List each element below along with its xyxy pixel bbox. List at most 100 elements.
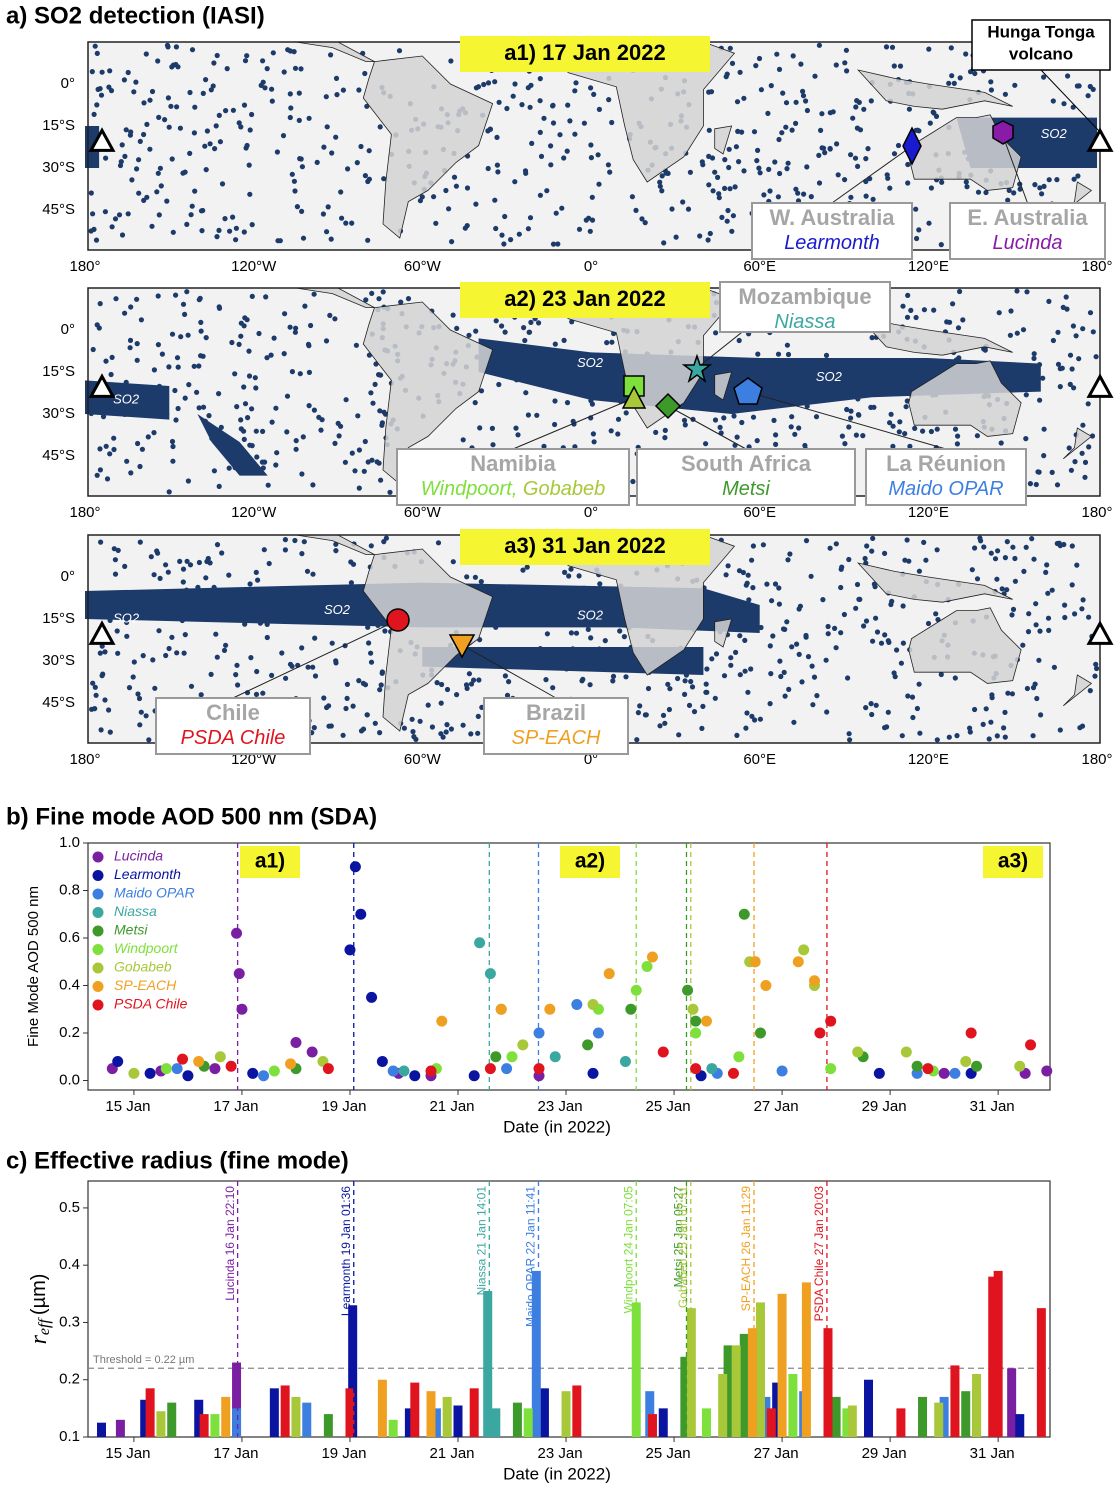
so2-pixel: [555, 241, 561, 247]
data-point: [625, 1003, 637, 1015]
so2-pixel: [264, 66, 270, 72]
so2-pixel: [329, 640, 335, 646]
so2-pixel: [1070, 323, 1076, 329]
land: [714, 618, 733, 648]
bar: [431, 1408, 441, 1437]
so2-pixel: [336, 433, 342, 439]
so2-pixel: [748, 666, 754, 672]
so2-pixel: [112, 571, 119, 577]
so2-pixel: [321, 695, 327, 701]
so2-pixel: [890, 423, 896, 429]
so2-pixel: [233, 672, 239, 678]
so2-pixel: [438, 700, 444, 706]
so2-pixel: [253, 569, 259, 576]
so2-pixel: [557, 132, 563, 138]
data-point: [366, 991, 378, 1003]
so2-pixel: [366, 640, 372, 646]
bar: [761, 1396, 771, 1437]
so2-pixel: [807, 375, 814, 381]
so2-pixel: [310, 482, 316, 488]
bar: [823, 1328, 833, 1437]
so2-pixel: [1025, 629, 1032, 635]
so2-pixel: [300, 235, 307, 241]
so2-pixel: [202, 418, 208, 424]
so2-pixel: [983, 706, 989, 712]
so2-pixel: [460, 437, 466, 443]
so2-pixel: [493, 318, 499, 324]
so2-pixel: [502, 213, 508, 220]
so2-pixel: [1062, 614, 1068, 621]
so2-pixel: [869, 548, 875, 554]
so2-pixel: [343, 595, 350, 602]
so2-pixel: [675, 675, 681, 682]
so2-pixel: [114, 628, 120, 634]
bar: [377, 1379, 387, 1437]
so2-pixel: [905, 180, 911, 186]
so2-pixel: [703, 441, 709, 447]
so2-pixel: [589, 217, 596, 223]
volcano-label: Hunga Tonga: [987, 22, 1095, 41]
so2-pixel: [461, 656, 467, 663]
so2-pixel: [1024, 685, 1030, 692]
data-point: [355, 908, 367, 920]
land: [714, 371, 733, 401]
so2-pixel: [180, 566, 187, 572]
so2-pixel: [274, 149, 280, 155]
so2-pixel: [140, 653, 146, 659]
so2-pixel: [345, 166, 351, 172]
so2-pixel: [581, 585, 587, 591]
so2-pixel: [332, 316, 338, 322]
so2-pixel: [212, 146, 218, 152]
so2-pixel: [166, 489, 172, 495]
so2-pixel: [211, 60, 217, 66]
so2-pixel: [1077, 138, 1083, 144]
so2-pixel: [316, 414, 322, 420]
so2-pixel: [798, 61, 804, 67]
so2-pixel: [282, 537, 288, 543]
so2-pixel: [710, 188, 716, 194]
so2-pixel: [528, 319, 534, 325]
so2-pixel: [182, 632, 188, 638]
station-label: Lucinda: [992, 232, 1062, 254]
so2-pixel: [184, 558, 190, 564]
so2-pixel: [302, 303, 308, 309]
so2-pixel: [264, 355, 270, 361]
so2-pixel: [784, 342, 791, 348]
so2-pixel: [491, 368, 497, 374]
panel-c-title: c) Effective radius (fine mode): [6, 1147, 349, 1174]
land: [908, 607, 1022, 684]
so2-pixel: [880, 359, 887, 365]
so2-pixel: [952, 426, 959, 432]
so2-pixel: [852, 155, 859, 161]
so2-pixel: [275, 238, 281, 244]
so2-pixel: [665, 681, 671, 687]
station-name: SP-EACH: [512, 727, 601, 749]
so2-pixel: [606, 97, 612, 103]
region-label: E. Australia: [967, 205, 1088, 230]
so2-pixel: [448, 726, 454, 732]
so2-pixel: [170, 458, 176, 464]
so2-pixel: [1032, 157, 1038, 163]
so2-pixel: [776, 66, 783, 72]
region-label: Namibia: [470, 451, 556, 476]
event-label: PSDA Chile 27 Jan 20:03: [812, 1186, 826, 1322]
so2-pixel: [662, 720, 668, 726]
so2-pixel: [98, 727, 104, 733]
so2-pixel: [541, 443, 547, 449]
so2-pixel: [98, 92, 105, 98]
so2-pixel: [478, 579, 484, 585]
so2-pixel: [242, 401, 249, 407]
so2-pixel: [163, 652, 169, 659]
so2-pixel: [1011, 190, 1017, 196]
so2-pixel: [134, 296, 140, 302]
so2-pixel: [988, 550, 994, 556]
so2-pixel: [757, 170, 763, 176]
so2-pixel: [368, 543, 374, 549]
so2-pixel: [249, 406, 255, 412]
so2-pixel: [158, 183, 164, 189]
data-point: [700, 1015, 712, 1027]
so2-pixel: [1065, 130, 1071, 136]
data-point: [501, 1063, 513, 1075]
so2-pixel: [177, 558, 183, 565]
